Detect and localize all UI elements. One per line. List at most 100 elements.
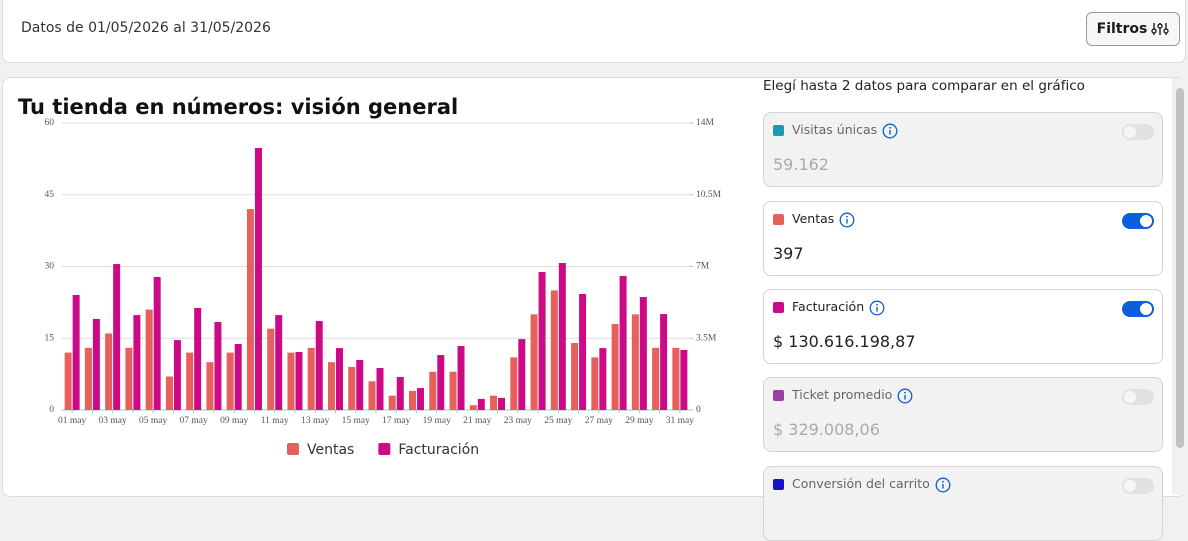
bar	[457, 346, 465, 410]
bar	[92, 318, 100, 410]
bar	[113, 264, 121, 410]
filter-button-label: Filtros	[1096, 21, 1148, 37]
metric-value: $ 329.008,06	[773, 420, 880, 439]
bar	[327, 362, 335, 410]
bar	[275, 315, 283, 410]
bar	[234, 343, 242, 410]
x-tick-label: 01 may	[58, 416, 86, 426]
x-tick-label: 07 may	[180, 416, 208, 426]
x-tick-label: 25 may	[544, 416, 572, 426]
filter-button[interactable]: Filtros	[1086, 12, 1180, 46]
x-tick-label: 03 may	[99, 416, 127, 426]
bar	[611, 323, 619, 410]
legend-swatch	[378, 443, 391, 455]
bar	[246, 209, 254, 410]
bar	[356, 359, 364, 410]
filter-icon	[1151, 23, 1170, 35]
bar	[194, 307, 202, 410]
metric-label: Conversión del carrito	[792, 476, 930, 491]
bar	[396, 376, 404, 410]
y2-tick-label: 10.5M	[696, 190, 722, 200]
metric-toggle[interactable]	[1122, 124, 1154, 140]
metric-label: Ticket promedio	[792, 387, 893, 402]
metric-toggle[interactable]	[1122, 478, 1154, 494]
bar	[267, 328, 275, 410]
chart-title: Tu tienda en números: visión general	[18, 95, 458, 119]
bar	[409, 390, 417, 410]
scroll-thumb[interactable]	[1176, 88, 1184, 448]
metric-toggle[interactable]	[1122, 301, 1154, 317]
toggle-knob	[1124, 126, 1136, 138]
bar	[672, 347, 680, 410]
bar	[571, 343, 579, 410]
legend-swatch	[287, 443, 299, 455]
metric-label: Facturación	[792, 299, 865, 314]
bar	[591, 357, 599, 410]
bar	[348, 366, 356, 410]
metric-card: Facturación $ 130.616.198,87	[763, 289, 1163, 364]
toggle-knob	[1140, 215, 1152, 227]
info-icon[interactable]	[935, 477, 951, 493]
bar	[295, 351, 303, 410]
bar	[417, 388, 425, 410]
info-icon[interactable]	[897, 388, 913, 404]
bar	[490, 395, 498, 410]
metric-toggle[interactable]	[1122, 389, 1154, 405]
date-range: Datos de 01/05/2026 al 31/05/2026	[21, 20, 271, 36]
x-tick-label: 15 may	[342, 416, 370, 426]
x-tick-label: 29 may	[625, 416, 653, 426]
x-tick-label: 31 may	[666, 416, 694, 426]
y-tick-label: 60	[45, 118, 55, 128]
bar	[599, 348, 607, 410]
metric-card: Ventas 397	[763, 201, 1163, 276]
bar	[335, 348, 343, 410]
info-icon[interactable]	[882, 123, 898, 139]
bar	[206, 362, 214, 410]
bar	[125, 347, 133, 410]
bar	[477, 398, 485, 410]
bar	[498, 397, 506, 410]
metric-value: 397	[773, 244, 804, 263]
bar	[226, 352, 234, 410]
x-tick-label: 27 may	[585, 416, 613, 426]
y-tick-label: 30	[45, 262, 55, 272]
scrollbar[interactable]	[1172, 78, 1188, 495]
bar	[133, 315, 141, 410]
x-tick-label: 23 may	[504, 416, 532, 426]
metric-swatch	[773, 125, 784, 136]
bar	[652, 347, 660, 410]
info-icon[interactable]	[869, 300, 885, 316]
y2-tick-label: 14M	[696, 118, 715, 128]
x-tick-label: 13 may	[301, 416, 329, 426]
bar	[315, 321, 323, 410]
bar	[639, 297, 647, 410]
bar	[469, 405, 477, 410]
metric-swatch	[773, 390, 784, 401]
bar	[558, 263, 566, 410]
metric-value: 59.162	[773, 155, 829, 174]
y-tick-label: 0	[49, 405, 54, 415]
metric-swatch	[773, 214, 784, 225]
bar	[105, 333, 113, 410]
bar	[287, 352, 295, 410]
metric-swatch	[773, 479, 784, 490]
y-tick-label: 15	[45, 333, 55, 343]
bar	[429, 371, 437, 410]
metric-value: $ 130.616.198,87	[773, 332, 916, 351]
metric-label: Visitas únicas	[792, 122, 878, 137]
date-header: Datos de 01/05/2026 al 31/05/2026 Filtro…	[2, 0, 1186, 63]
chart: Tu tienda en números: visión general 0 15…	[18, 95, 722, 458]
x-tick-label: 05 may	[139, 416, 167, 426]
bar	[214, 322, 222, 410]
y-tick-label: 45	[45, 190, 55, 200]
bar	[368, 381, 376, 410]
metric-toggle[interactable]	[1122, 213, 1154, 229]
y2-tick-label: 3.5M	[696, 333, 717, 343]
info-icon[interactable]	[839, 212, 855, 228]
bar	[550, 290, 558, 410]
x-tick-label: 19 may	[423, 416, 451, 426]
bar	[579, 293, 587, 410]
x-tick-label: 21 may	[463, 416, 491, 426]
bar	[449, 371, 457, 410]
bar	[145, 309, 153, 410]
